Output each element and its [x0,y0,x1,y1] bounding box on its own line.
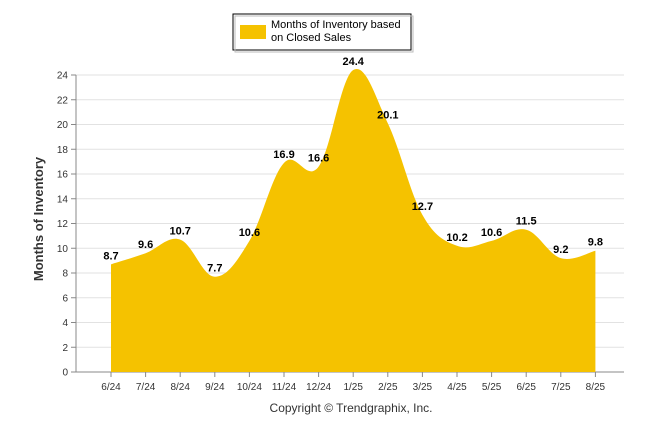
data-label-14: 9.8 [588,237,603,249]
x-tick-label-11: 5/25 [482,382,502,393]
x-tick-label-7: 1/25 [343,382,363,393]
legend-label-line-2: on Closed Sales [271,32,352,44]
y-tick-label-22: 22 [57,95,69,106]
x-tick-label-1: 7/24 [136,382,156,393]
x-tick-label-5: 11/24 [272,382,297,393]
data-label-8: 20.1 [377,109,398,121]
series-area [111,68,596,373]
y-tick-label-10: 10 [57,244,69,255]
data-label-6: 16.6 [308,153,329,165]
data-label-2: 10.7 [169,226,190,238]
x-tick-label-14: 8/25 [586,382,606,393]
y-axis-title: Months of Inventory [31,156,46,281]
x-tick-label-12: 6/25 [516,382,536,393]
y-tick-label-24: 24 [57,71,69,82]
legend-label-line-1: Months of Inventory based [271,19,401,31]
y-tick-label-20: 20 [57,120,69,131]
data-label-12: 11.5 [516,216,537,228]
y-tick-label-8: 8 [62,269,68,280]
legend-swatch [240,25,266,39]
data-label-1: 9.6 [138,239,153,251]
y-tick-label-4: 4 [62,318,68,329]
series-area-path [111,68,596,373]
x-tick-label-8: 2/25 [378,382,398,393]
data-label-5: 16.9 [273,149,294,161]
legend-shadow [234,15,414,53]
x-tick-label-2: 8/24 [170,382,190,393]
y-tick-label-0: 0 [62,368,68,379]
data-label-0: 8.7 [103,250,118,262]
data-label-11: 10.6 [481,227,502,239]
x-tick-labels: 6/24 7/24 8/24 9/24 10/24 11/24 12/24 1/25 2/25 3… [101,382,605,393]
y-tick-label-12: 12 [57,219,69,230]
data-label-4: 10.6 [239,227,260,239]
y-tick-label-2: 2 [62,343,68,354]
data-label-3: 7.7 [207,263,222,275]
data-label-10: 10.2 [446,232,467,244]
y-tick-label-6: 6 [62,293,68,304]
y-tick-label-18: 18 [57,145,69,156]
data-labels: 8.7 9.6 10.7 7.7 10.6 16.9 16.6 24.4 20.1 12.7 10.… [103,56,603,275]
y-tick-label-14: 14 [57,194,69,205]
data-label-13: 9.2 [553,244,568,256]
y-tick-label-16: 16 [57,170,69,181]
copyright-text: Copyright © Trendgraphix, Inc. [270,401,433,415]
x-tick-label-6: 12/24 [306,382,331,393]
data-label-9: 12.7 [412,201,433,213]
x-tick-label-0: 6/24 [101,382,121,393]
x-tick-label-13: 7/25 [551,382,571,393]
x-tick-label-4: 10/24 [237,382,262,393]
data-label-7: 24.4 [342,56,364,68]
x-tick-label-10: 4/25 [447,382,467,393]
legend[interactable]: Months of Inventory based on Closed Sale… [232,13,414,53]
x-tick-label-3: 9/24 [205,382,225,393]
x-tick-label-9: 3/25 [413,382,433,393]
